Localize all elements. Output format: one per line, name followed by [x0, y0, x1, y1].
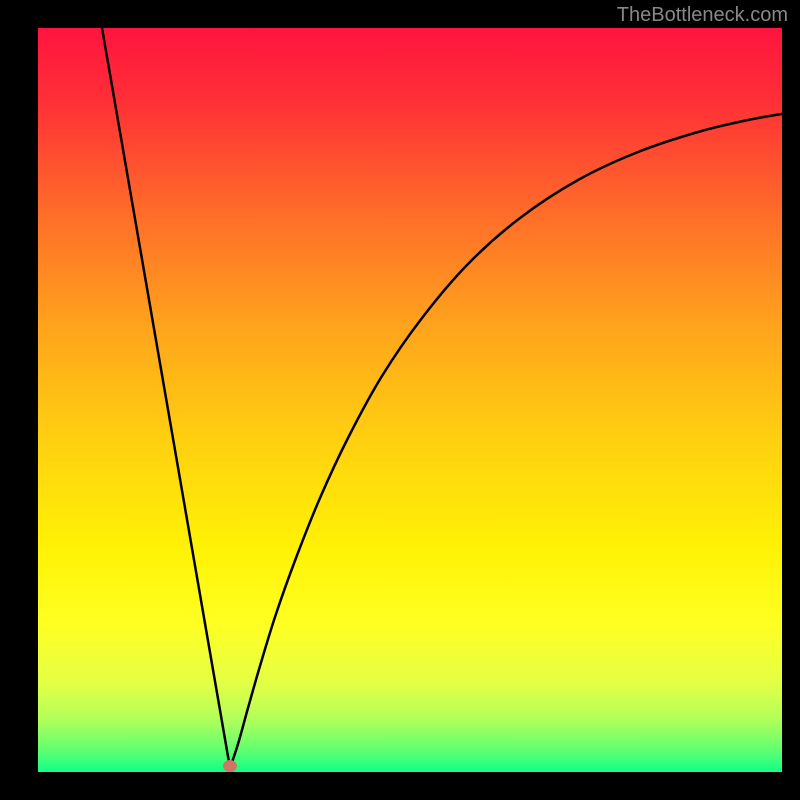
bottleneck-curve: [38, 28, 782, 772]
plot-outer-frame: [0, 0, 800, 800]
minimum-marker: [223, 760, 237, 772]
watermark-text: TheBottleneck.com: [617, 4, 788, 27]
plot-area: [38, 28, 782, 772]
